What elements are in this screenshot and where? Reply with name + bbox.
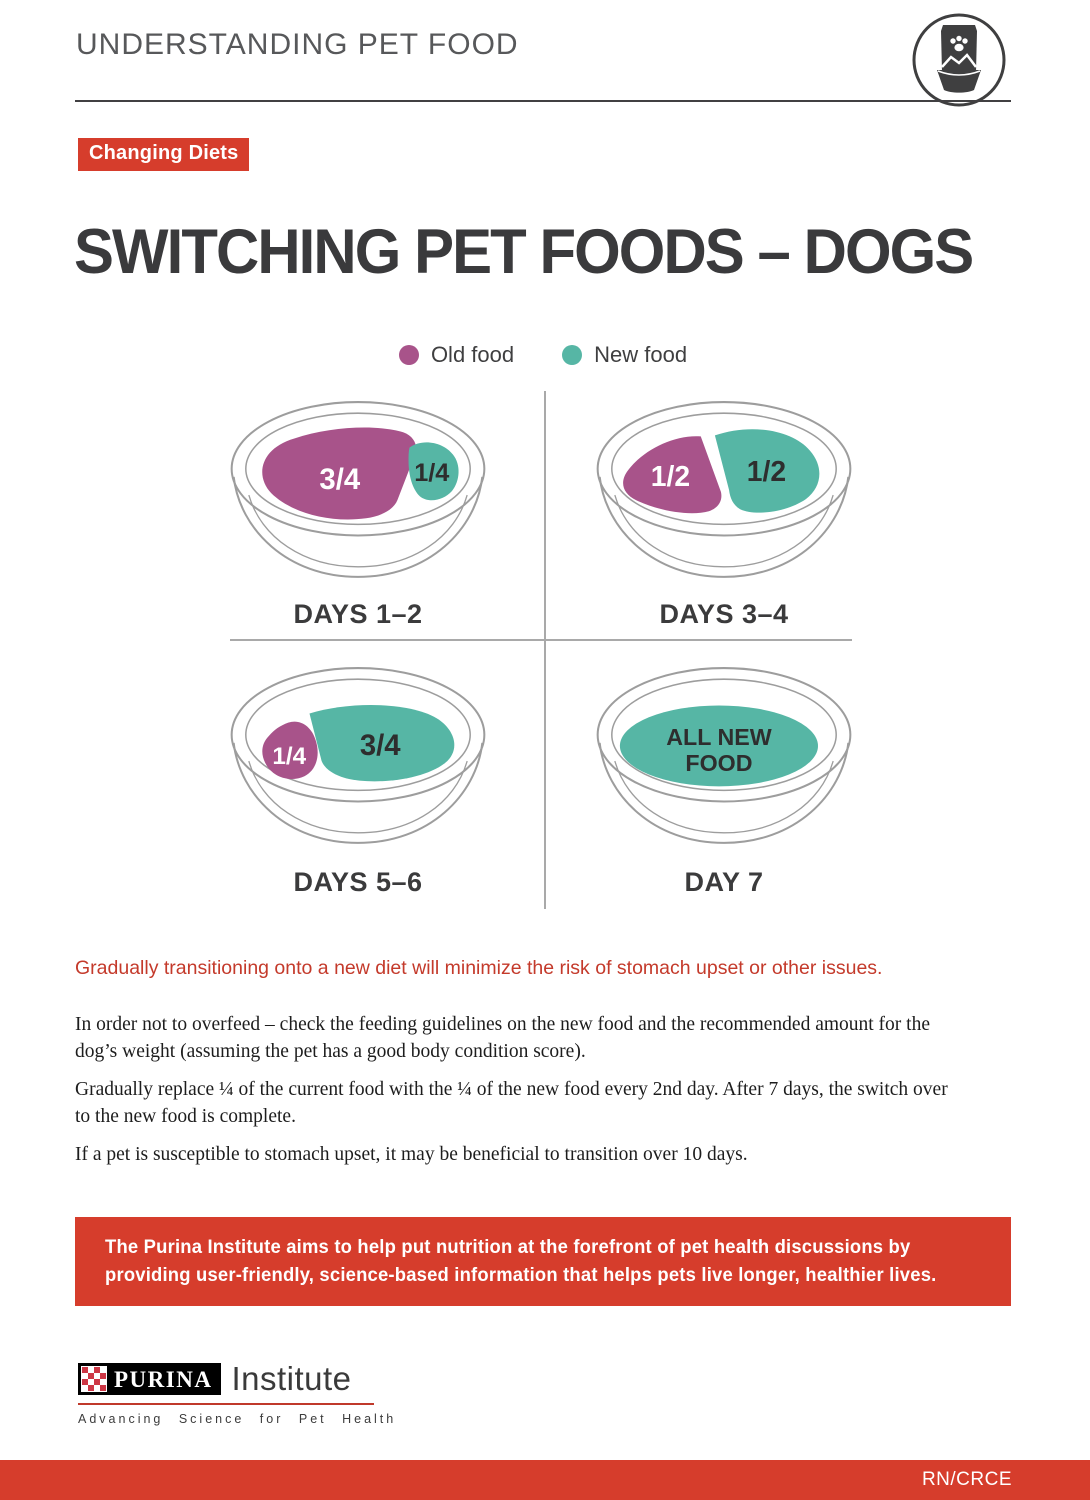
bowl-outer-rim — [230, 401, 486, 537]
quadrant-divider-horizontal — [230, 639, 852, 641]
page-header-title: UNDERSTANDING PET FOOD — [76, 28, 519, 61]
bowl-days-3-4: 1/2 1/2 — [596, 401, 852, 578]
bowl-inner-rim — [245, 412, 471, 526]
all-new-food-label-line2: FOOD — [685, 750, 752, 776]
logo-tagline: Advancing Science for Pet Health — [78, 1412, 397, 1426]
header-divider — [75, 100, 1011, 102]
section-badge: Changing Diets — [78, 138, 250, 171]
legend-item-old-food: Old food — [398, 342, 515, 368]
legend-label-old: Old food — [430, 342, 515, 367]
purina-institute-banner: The Purina Institute aims to help put nu… — [75, 1217, 1011, 1306]
old-fraction-label: 3/4 — [319, 463, 360, 496]
institute-wordmark: Institute — [231, 1360, 352, 1397]
new-food-portion — [619, 705, 818, 787]
paragraph-replace: Gradually replace ¼ of the current food … — [75, 1079, 948, 1127]
bowl-caption-days-1-2: DAYS 1–2 — [293, 599, 423, 629]
old-food-portion — [262, 427, 417, 520]
page-title: SWITCHING PET FOODS – DOGS — [74, 217, 974, 287]
banner-text: The Purina Institute aims to help put nu… — [105, 1236, 937, 1286]
bowl-day-7: ALL NEW FOOD — [596, 667, 852, 844]
document-code: RN/CRCE — [921, 1469, 1012, 1490]
bag-zigzag — [941, 53, 977, 68]
old-food-portion — [262, 721, 318, 780]
new-food-dot-icon — [562, 345, 583, 365]
bowl-caption-day-7: DAY 7 — [684, 867, 764, 897]
new-fraction-label: 1/2 — [747, 455, 786, 487]
old-fraction-label: 1/2 — [651, 460, 690, 492]
bowl-days-5-6: 1/4 3/4 — [230, 667, 486, 844]
bowl-days-1-2: 3/4 1/4 — [230, 401, 486, 578]
paragraph-overfeed: In order not to overfeed – check the fee… — [75, 1014, 930, 1062]
bowl-caption-days-5-6: DAYS 5–6 — [293, 867, 423, 897]
purina-institute-logo: PURINA Institute Advancing Science for P… — [78, 1362, 396, 1426]
old-fraction-label: 1/4 — [272, 743, 306, 770]
bowl-caption-days-3-4: DAYS 3–4 — [659, 599, 789, 629]
paragraph-susceptible: If a pet is susceptible to stomach upset… — [75, 1144, 748, 1165]
new-food-portion — [714, 429, 820, 513]
old-food-portion — [623, 436, 722, 514]
all-new-food-label-line1: ALL NEW — [666, 724, 771, 750]
new-fraction-label: 3/4 — [360, 729, 401, 762]
logo-underline — [78, 1403, 374, 1405]
old-food-dot-icon — [398, 345, 419, 365]
purina-wordmark: PURINA — [114, 1366, 213, 1392]
legend-label-new: New food — [594, 342, 688, 367]
paw-print-icon — [954, 43, 964, 52]
legend: Old food New food — [75, 342, 1011, 368]
new-food-portion — [408, 442, 459, 501]
legend-item-new-food: New food — [562, 342, 687, 368]
pet-food-bag-icon — [912, 13, 1006, 107]
body-copy: In order not to overfeed – check the fee… — [75, 1011, 1035, 1179]
purina-logo-box: PURINA — [78, 1363, 222, 1395]
bowl-body-outline — [232, 476, 484, 578]
transition-note: Gradually transitioning onto a new diet … — [75, 957, 883, 979]
purina-checkerboard-icon — [81, 1366, 107, 1392]
bottom-bar: RN/CRCE — [0, 1460, 1090, 1500]
new-food-portion — [309, 705, 455, 782]
quadrant-divider-vertical — [544, 391, 546, 909]
dog-bowl-shape — [937, 70, 981, 93]
new-fraction-label: 1/4 — [414, 459, 449, 487]
